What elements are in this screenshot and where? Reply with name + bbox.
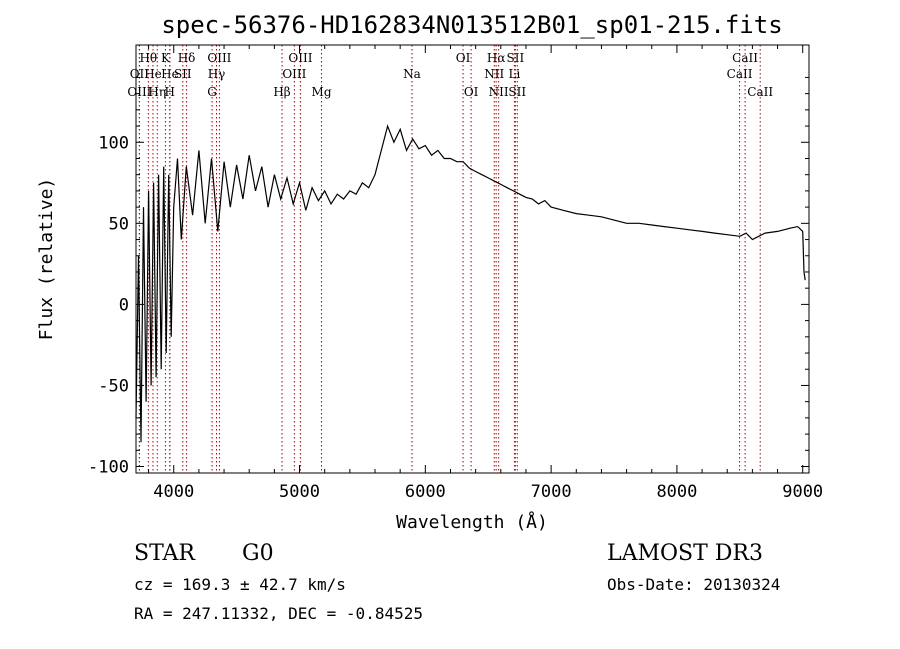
line-label-23: Li <box>508 67 520 81</box>
observation-date: Obs-Date: 20130324 <box>607 575 780 594</box>
line-label-12: G <box>207 85 217 99</box>
spectrum-series-line <box>135 124 806 443</box>
coordinates: RA = 247.11332, DEC = -0.84525 <box>134 604 423 623</box>
line-label-11: Hγ <box>208 67 226 81</box>
y-axis-label: Flux (relative) <box>36 178 57 341</box>
x-tick-label-1: 5000 <box>279 482 320 502</box>
line-label-5: K <box>161 51 171 65</box>
object-class: STAR <box>134 541 196 566</box>
plot-frame <box>135 44 810 474</box>
line-label-13: Hβ <box>273 85 290 99</box>
x-axis: 4000 5000 6000 7000 8000 9000 <box>148 45 823 502</box>
y-tick-label-4: 100 <box>98 133 129 153</box>
y-tick-label-0: -100 <box>88 458 129 478</box>
line-label-4: Hη <box>148 85 166 99</box>
x-tick-label-0: 4000 <box>153 482 194 502</box>
y-tick-label-1: -50 <box>98 376 129 396</box>
y-tick-label-3: 50 <box>109 214 129 234</box>
line-label-25: SII <box>508 85 526 99</box>
line-label-20: Hα <box>487 51 506 65</box>
line-label-24: NII <box>489 85 509 99</box>
line-label-18: OI <box>456 51 471 65</box>
line-label-8: Hδ <box>178 51 196 65</box>
x-tick-label-3: 7000 <box>531 482 572 502</box>
line-label-10: OIII <box>207 51 231 65</box>
line-label-9: SII <box>174 67 192 81</box>
y-axis: -100 -50 0 50 100 <box>88 76 809 478</box>
line-label-28: CaII <box>747 85 773 99</box>
line-label-15: OIII <box>282 67 306 81</box>
spectral-type: G0 <box>242 541 274 566</box>
chart-title: spec-56376-HD162834N013512B01_sp01-215.f… <box>161 11 782 39</box>
line-label-7: H <box>164 85 174 99</box>
line-label-1: OIII <box>127 85 151 99</box>
line-label-14: OIII <box>288 51 312 65</box>
line-label-27: CaII <box>727 67 753 81</box>
x-axis-label: Wavelength (Å) <box>396 511 548 533</box>
line-label-26: CaII <box>732 51 758 65</box>
x-tick-label-5: 9000 <box>782 482 823 502</box>
x-tick-label-2: 6000 <box>405 482 446 502</box>
y-tick-label-2: 0 <box>119 295 129 315</box>
line-label-2: Hθ <box>139 51 157 65</box>
line-label-19: OI <box>464 85 479 99</box>
line-label-17: Na <box>403 67 421 81</box>
line-label-3: He <box>144 67 162 81</box>
line-label-16: Mg <box>312 85 332 99</box>
survey-name: LAMOST DR3 <box>607 541 763 566</box>
line-label-22: NII <box>484 67 504 81</box>
line-label-21: SII <box>507 51 525 65</box>
x-tick-label-4: 8000 <box>656 482 697 502</box>
redshift-cz: cz = 169.3 ± 42.7 km/s <box>134 575 346 594</box>
